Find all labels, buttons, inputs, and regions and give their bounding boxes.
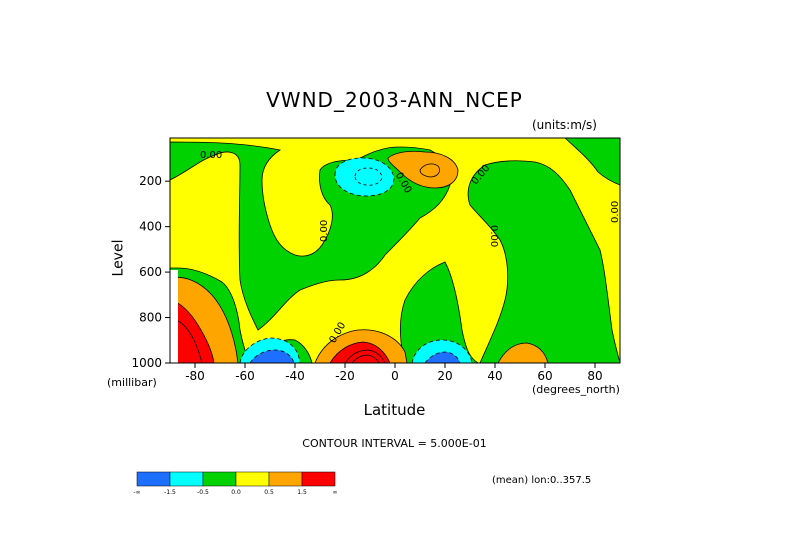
x-tick-label: -80	[185, 369, 205, 383]
colorbar-label: 0.0	[231, 489, 241, 496]
fill-band-neg0.5-to-0-northeast	[564, 138, 620, 186]
contour-fills	[170, 138, 620, 363]
y-axis-units: (millibar)	[107, 376, 157, 389]
x-tick-label: -20	[335, 369, 355, 383]
colorbar-swatch	[235, 471, 270, 487]
x-tick-label: 20	[437, 369, 452, 383]
axes: -80 -60 -40 -20 0 20 40 60 80 200 400 600 800 1000	[131, 174, 602, 383]
fill-band-lt-neg1.5-north	[424, 351, 461, 363]
units-label: (units:m/s)	[532, 118, 597, 132]
colorbar-label: -1.5	[164, 489, 176, 496]
x-axis-units: (degrees_north)	[532, 383, 620, 396]
x-tick-label: 0	[391, 369, 399, 383]
colorbar-swatch	[202, 471, 237, 487]
x-tick-label: 40	[487, 369, 502, 383]
colorbar-label: 1.5	[297, 489, 307, 496]
zero-contour-label: 0.00	[488, 225, 499, 247]
colorbar-swatch	[169, 471, 204, 487]
fill-band-lt-neg1.5-south	[249, 349, 295, 363]
x-tick-label: -60	[235, 369, 255, 383]
x-axis-label: Latitude	[363, 401, 426, 419]
colorbar-swatch	[268, 471, 303, 487]
colorbar-swatch	[301, 471, 336, 487]
zero-contour-label: 0.00	[610, 201, 621, 223]
fill-band-0.5-to-1.5-subtropics-surface	[497, 342, 549, 363]
colorbar: -∞ -1.5 -0.5 0.0 0.5 1.5 ∞	[133, 471, 338, 496]
zero-contour-label: 0.00	[319, 220, 330, 242]
chart-title: VWND_2003-ANN_NCEP	[266, 88, 523, 112]
x-tick-label: 60	[537, 369, 552, 383]
fill-band-0.5-to-1.5-upper	[387, 150, 459, 189]
y-tick-label: 800	[139, 311, 162, 325]
below-ground-mask	[170, 270, 178, 363]
fill-band-neg0.5-to-0-north	[467, 160, 620, 363]
x-tick-label: -40	[285, 369, 305, 383]
longitude-mean-note: (mean) lon:0..357.5	[492, 475, 592, 486]
fill-band-neg1.5-to-neg0.5-upper	[334, 157, 395, 197]
colorbar-label: -0.5	[197, 489, 209, 496]
x-tick-label: 80	[587, 369, 602, 383]
y-tick-label: 600	[139, 265, 162, 279]
y-tick-label: 400	[139, 220, 162, 234]
fill-band-gt1.5-south	[170, 299, 215, 363]
colorbar-label: 0.5	[264, 489, 274, 496]
zero-contour-label: 0.00	[200, 150, 222, 161]
colorbar-label: -∞	[133, 489, 140, 496]
colorbar-swatch	[136, 471, 171, 487]
y-tick-label: 1000	[131, 356, 162, 370]
contour-interval-note: CONTOUR INTERVAL = 5.000E-01	[302, 437, 487, 450]
fill-band-neg0.5-to-0-mid	[399, 261, 479, 363]
y-tick-label: 200	[139, 174, 162, 188]
colorbar-label: ∞	[333, 489, 338, 496]
